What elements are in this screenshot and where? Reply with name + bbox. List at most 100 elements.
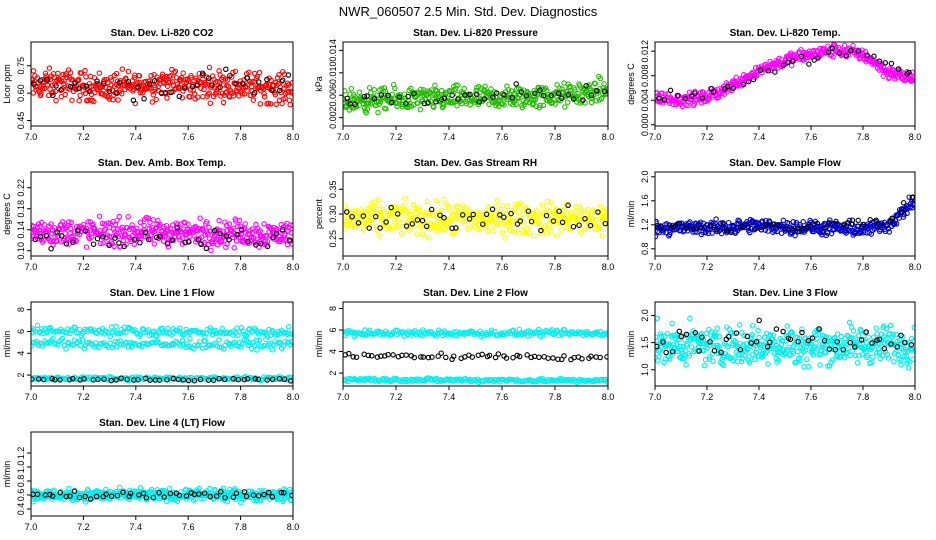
data-point bbox=[371, 96, 378, 102]
data-point bbox=[42, 70, 49, 77]
data-point bbox=[476, 99, 482, 105]
plot-frame bbox=[30, 301, 294, 387]
data-point bbox=[864, 352, 871, 359]
data-point bbox=[836, 354, 843, 361]
x-tick-label: 7.8 bbox=[234, 132, 247, 142]
data-point bbox=[805, 363, 812, 370]
x-tick-label: 7.4 bbox=[130, 392, 143, 402]
data-point bbox=[285, 72, 292, 78]
data-point bbox=[100, 234, 106, 240]
data-point bbox=[125, 78, 132, 85]
data-point bbox=[213, 79, 219, 85]
data-point bbox=[438, 207, 444, 214]
data-point bbox=[561, 353, 567, 359]
data-point bbox=[826, 220, 833, 226]
series-1 bbox=[344, 202, 608, 234]
data-point bbox=[601, 88, 608, 95]
data-point bbox=[66, 376, 73, 383]
data-point bbox=[450, 211, 457, 217]
data-point bbox=[553, 205, 559, 211]
data-point bbox=[888, 341, 894, 347]
data-point bbox=[371, 87, 378, 93]
data-point bbox=[392, 376, 399, 383]
data-point bbox=[510, 327, 516, 333]
data-point bbox=[733, 330, 740, 336]
data-point bbox=[203, 245, 210, 252]
x-tick-label: 7.0 bbox=[649, 392, 662, 402]
data-point bbox=[809, 335, 816, 341]
data-point bbox=[368, 90, 374, 96]
data-point bbox=[63, 241, 70, 247]
data-point bbox=[664, 330, 671, 337]
data-point bbox=[792, 232, 798, 239]
data-point bbox=[565, 99, 571, 105]
data-point bbox=[878, 331, 885, 337]
data-point bbox=[692, 330, 699, 336]
data-point bbox=[376, 233, 383, 239]
data-point bbox=[707, 342, 714, 348]
data-point bbox=[430, 104, 437, 111]
data-point bbox=[517, 200, 524, 206]
data-point bbox=[391, 214, 397, 220]
x-tick-label: 7.6 bbox=[182, 262, 195, 272]
data-point bbox=[117, 338, 124, 344]
data-point bbox=[858, 328, 864, 334]
data-point bbox=[656, 353, 662, 360]
data-point bbox=[261, 90, 267, 97]
data-point bbox=[129, 222, 135, 228]
data-point bbox=[234, 223, 241, 230]
data-point bbox=[206, 64, 213, 71]
data-point bbox=[197, 376, 204, 383]
data-point bbox=[565, 202, 571, 209]
panel-amb-box-temp: Stan. Dev. Amb. Box Temp.degrees C7.0 7.2… bbox=[2, 158, 299, 272]
data-point bbox=[441, 196, 447, 203]
data-point bbox=[202, 338, 208, 344]
data-point bbox=[182, 220, 188, 226]
y-axis-label: ml/min bbox=[626, 331, 636, 358]
data-points bbox=[31, 322, 293, 384]
data-point bbox=[531, 88, 537, 94]
data-point bbox=[166, 485, 173, 492]
data-point bbox=[153, 96, 159, 103]
data-point bbox=[538, 227, 544, 234]
data-point bbox=[38, 236, 44, 243]
panel-li820-temp: Stan. Dev. Li-820 Temp.degrees C7.0 7.2 7.… bbox=[626, 28, 921, 142]
data-point bbox=[429, 212, 436, 219]
data-point bbox=[364, 93, 370, 99]
x-tick-label: 7.4 bbox=[753, 262, 766, 272]
data-point bbox=[477, 225, 483, 232]
data-point bbox=[31, 81, 37, 87]
data-point bbox=[843, 52, 849, 59]
y-tick-label: 0.010 bbox=[328, 62, 338, 85]
data-point bbox=[222, 90, 229, 96]
data-point bbox=[864, 52, 870, 59]
data-point bbox=[737, 340, 743, 347]
data-point bbox=[50, 89, 56, 96]
data-point bbox=[131, 236, 138, 243]
y-tick-label: 0.30 bbox=[328, 205, 338, 223]
data-point bbox=[106, 96, 113, 102]
data-point bbox=[749, 331, 755, 338]
data-point bbox=[113, 377, 119, 383]
data-point bbox=[79, 337, 86, 343]
data-point bbox=[112, 221, 119, 228]
data-point bbox=[713, 216, 719, 222]
data-point bbox=[746, 353, 752, 360]
data-point bbox=[558, 95, 565, 102]
data-point bbox=[910, 356, 915, 362]
data-point bbox=[562, 223, 569, 230]
data-point bbox=[579, 356, 585, 362]
data-point bbox=[424, 198, 430, 205]
data-point bbox=[593, 217, 599, 223]
data-point bbox=[75, 76, 82, 83]
data-point bbox=[423, 213, 429, 219]
x-tick-label: 7.6 bbox=[805, 392, 818, 402]
data-point bbox=[68, 219, 74, 226]
data-point bbox=[279, 77, 286, 84]
plot-frame bbox=[654, 171, 916, 257]
data-point bbox=[264, 243, 271, 250]
data-point bbox=[48, 221, 54, 227]
data-point bbox=[67, 83, 74, 90]
data-point bbox=[780, 62, 787, 68]
data-point bbox=[761, 348, 767, 354]
